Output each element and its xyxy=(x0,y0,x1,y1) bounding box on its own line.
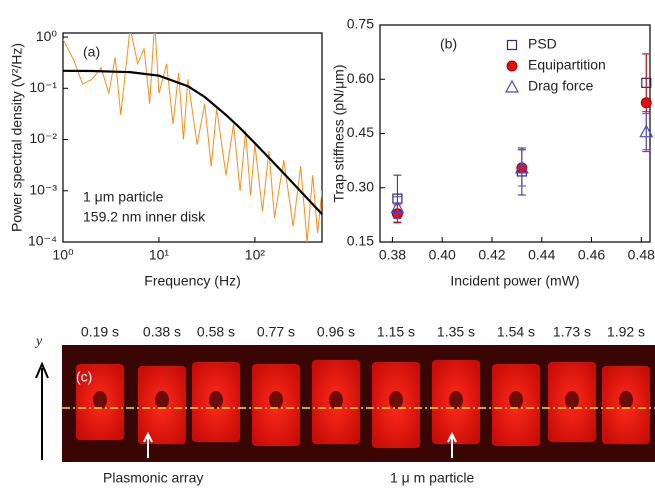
legend-marker xyxy=(506,60,518,72)
particle xyxy=(155,391,169,409)
x-tick-label: 0.46 xyxy=(578,247,605,263)
y-tick-label: 0.45 xyxy=(347,124,374,140)
y-tick-label: 10⁻⁴ xyxy=(28,233,57,249)
x-axis-label: Frequency (Hz) xyxy=(144,273,240,289)
y-tick-label: 10⁻² xyxy=(29,130,57,146)
pointer-arrow xyxy=(447,431,457,458)
y-tick-label: 10⁻¹ xyxy=(29,79,57,95)
annotation: 159.2 nm inner disk xyxy=(83,209,206,225)
x-tick-label: 0.42 xyxy=(478,247,505,263)
error-bar xyxy=(642,113,651,151)
panel-label: (c) xyxy=(76,369,92,385)
y-tick-label: 0.15 xyxy=(347,233,374,249)
x-tick-label: 10¹ xyxy=(149,247,170,263)
y-arrow xyxy=(35,361,49,460)
plot-frame xyxy=(379,24,651,243)
time-label: 0.58 s xyxy=(197,324,235,340)
y-tick-label: 0.60 xyxy=(347,70,374,86)
particle xyxy=(509,391,523,409)
marker xyxy=(640,97,652,109)
data-line xyxy=(63,69,322,215)
particle xyxy=(329,391,343,409)
x-tick-label: 0.48 xyxy=(628,247,655,263)
y-tick-label: 0.30 xyxy=(347,178,374,194)
legend-label: Equipartition xyxy=(528,57,606,73)
annotation: (a) xyxy=(83,44,100,60)
x-tick-label: 0.44 xyxy=(528,247,555,263)
plot-frame xyxy=(62,32,323,243)
marker xyxy=(514,160,529,174)
y-axis-label: Power spectral density (V²/Hz) xyxy=(9,43,25,232)
time-label: 1.35 s xyxy=(437,324,475,340)
particle xyxy=(449,391,463,409)
legend-label: Drag force xyxy=(528,78,594,94)
time-label: 0.19 s xyxy=(81,324,119,340)
legend-label: PSD xyxy=(528,36,557,52)
y-tick-label: 10⁰ xyxy=(36,28,58,44)
particle xyxy=(389,391,403,409)
annotation: 1 μm particle xyxy=(83,189,164,205)
annotation: Plasmonic array xyxy=(103,470,203,486)
particle xyxy=(209,391,223,409)
y-axis-label: y xyxy=(34,334,43,349)
time-label: 1.73 s xyxy=(553,324,591,340)
time-label: 1.92 s xyxy=(607,324,645,340)
x-tick-label: 10⁰ xyxy=(52,247,74,263)
pointer-arrow xyxy=(143,431,153,458)
annotation: 1 μ m particle xyxy=(390,470,475,486)
x-tick-label: 10² xyxy=(245,247,266,263)
x-tick-label: 0.40 xyxy=(429,247,456,263)
x-tick-label: 0.38 xyxy=(379,247,406,263)
particle xyxy=(269,391,283,409)
annotation: (b) xyxy=(440,36,457,52)
time-label: 0.77 s xyxy=(257,324,295,340)
marker xyxy=(639,124,654,138)
legend-marker xyxy=(504,79,520,93)
time-label: 1.54 s xyxy=(497,324,535,340)
y-axis-label: Trap stiffness (pN/μm) xyxy=(331,65,347,203)
time-label: 1.15 s xyxy=(377,324,415,340)
particle xyxy=(565,391,579,409)
marker xyxy=(390,200,405,214)
time-label: 0.96 s xyxy=(317,324,355,340)
y-tick-label: 0.75 xyxy=(347,16,374,32)
data-line xyxy=(63,33,322,242)
particle xyxy=(93,391,107,409)
time-label: 0.38 s xyxy=(143,324,181,340)
legend-marker xyxy=(506,39,518,51)
y-tick-label: 10⁻³ xyxy=(29,181,57,197)
x-axis-label: Incident power (mW) xyxy=(450,273,579,289)
error-bar xyxy=(517,149,526,187)
image-panel: (c) xyxy=(62,345,655,462)
particle xyxy=(619,391,633,409)
